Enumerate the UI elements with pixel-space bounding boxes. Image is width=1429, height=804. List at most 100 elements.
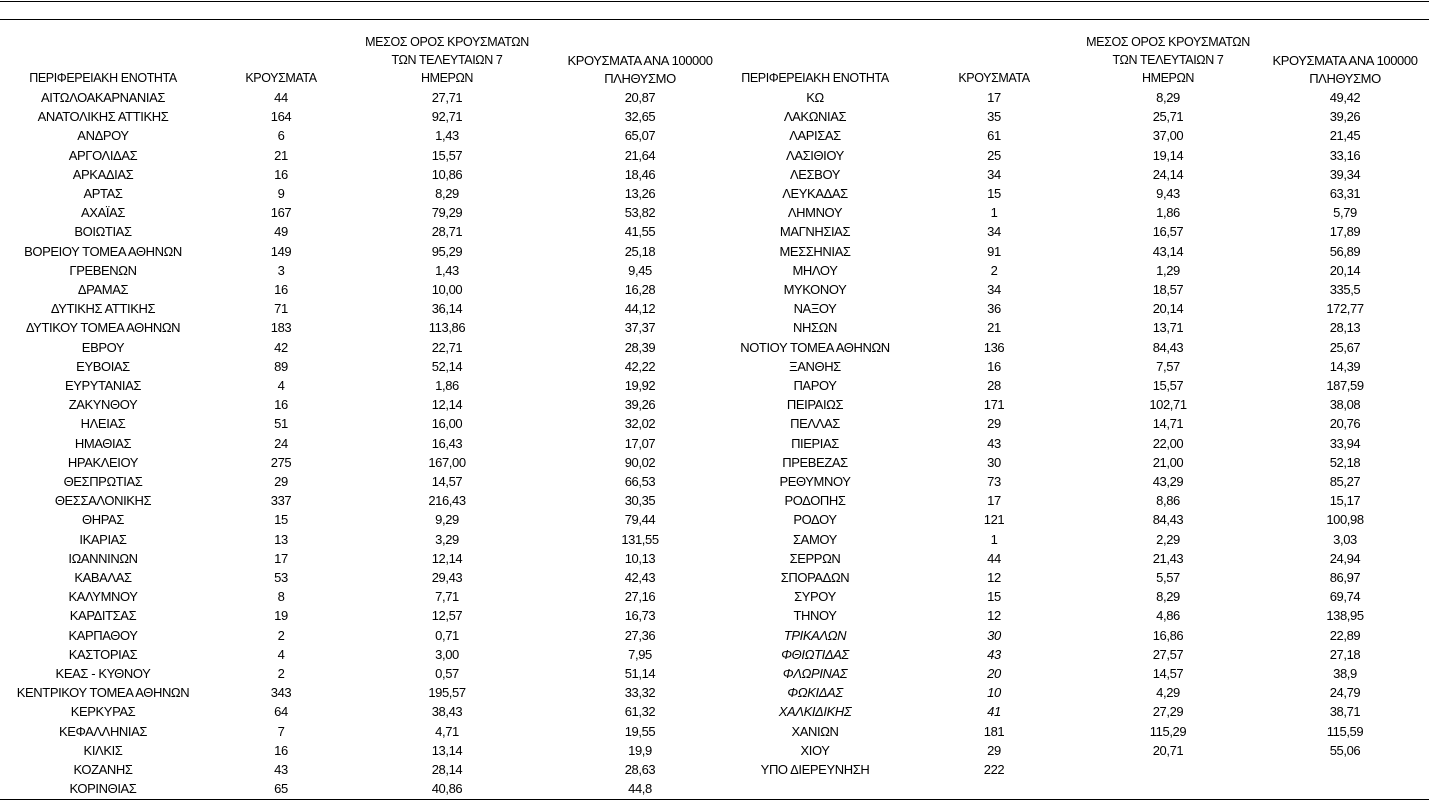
- cases-value: 6: [277, 128, 285, 144]
- avg7-value: 20,71: [1152, 742, 1184, 758]
- cases-value: 30: [987, 627, 1001, 643]
- per100k-value: 19,55: [624, 723, 656, 739]
- cases-value: 10: [987, 685, 1001, 701]
- bottom-rule: [0, 799, 1429, 800]
- per100k-value: 28,13: [1329, 320, 1361, 336]
- per100k-value: 20,76: [1329, 416, 1361, 432]
- avg7-value: 7,57: [1156, 358, 1180, 374]
- region-name: ΔΥΤΙΚΟΥ ΤΟΜΕΑ ΑΘΗΝΩΝ: [25, 320, 181, 336]
- per100k-value: 66,53: [624, 474, 656, 489]
- region-name: ΛΑΣΙΘΙΟΥ: [786, 147, 844, 163]
- avg7-value: 36,14: [431, 301, 463, 317]
- region-name: ΔΡΑΜΑΣ: [77, 282, 129, 297]
- avg7-value: 38,43: [431, 704, 463, 720]
- per100k-value: 28,39: [624, 339, 656, 355]
- cases-value: 16: [274, 282, 288, 297]
- per100k-value: 39,26: [1329, 109, 1361, 125]
- region-name: ΒΟΡΕΙΟΥ ΤΟΜΕΑ ΑΘΗΝΩΝ: [24, 243, 182, 259]
- avg7-value: 43,29: [1152, 474, 1184, 489]
- avg7-value: 27,57: [1152, 646, 1184, 662]
- region-name: ΜΗΛΟΥ: [792, 262, 838, 278]
- avg7-value: 37,00: [1152, 128, 1184, 144]
- avg7-value: 113,86: [428, 320, 466, 336]
- per100k-value: 27,36: [624, 627, 656, 643]
- per100k-value: 18,46: [624, 166, 656, 182]
- per100k-value: 138,95: [1326, 608, 1364, 624]
- per100k-value: 90,02: [624, 454, 656, 470]
- cases-value: 16: [274, 742, 288, 758]
- avg7-value: 8,29: [435, 186, 459, 201]
- cases-value: 29: [987, 416, 1001, 432]
- avg7-value: 92,71: [431, 109, 463, 125]
- region-name: ΡΟΔΟΥ: [793, 512, 837, 528]
- avg7-value: 1,43: [435, 128, 459, 144]
- per100k-value: 33,16: [1329, 147, 1361, 163]
- per100k-value: 19,9: [628, 742, 652, 758]
- avg7-value: 15,57: [1152, 378, 1184, 393]
- per100k-value: 52,18: [1329, 454, 1361, 470]
- per100k-value: 65,07: [624, 128, 656, 144]
- region-name: ΘΗΡΑΣ: [82, 512, 124, 528]
- cases-value: 29: [987, 742, 1001, 758]
- avg7-value: 9,43: [1156, 186, 1180, 201]
- region-name: ΘΕΣΠΡΩΤΙΑΣ: [63, 474, 143, 489]
- region-name: ΚΑΡΔΙΤΣΑΣ: [69, 608, 137, 624]
- region-name: ΛΕΥΚΑΔΑΣ: [782, 186, 848, 201]
- avg7-value: 15,57: [431, 147, 463, 163]
- cases-value: 13: [274, 531, 288, 547]
- region-name: ΙΩΑΝΝΙΝΩΝ: [68, 550, 138, 566]
- region-name: ΠΑΡΟΥ: [793, 378, 837, 393]
- header-avg7-left-3: ΗΜΕΡΩΝ: [420, 71, 474, 85]
- cases-value: 65: [274, 781, 288, 797]
- avg7-value: 20,14: [1152, 301, 1184, 317]
- cases-value: 183: [270, 320, 292, 336]
- avg7-value: 3,29: [435, 531, 459, 547]
- per100k-value: 51,14: [624, 666, 656, 681]
- cases-value: 25: [987, 147, 1001, 163]
- avg7-value: 9,29: [435, 512, 459, 528]
- per100k-value: 100,98: [1326, 512, 1364, 528]
- per100k-value: 24,79: [1329, 685, 1361, 701]
- cases-value: 34: [987, 166, 1001, 182]
- region-name: ΝΗΣΩΝ: [793, 320, 837, 336]
- avg7-value: 2,29: [1156, 531, 1180, 547]
- cases-value: 29: [274, 474, 288, 489]
- per100k-value: 63,31: [1329, 186, 1361, 201]
- avg7-value: 8,29: [1156, 90, 1180, 105]
- region-name: ΑΡΤΑΣ: [83, 186, 123, 201]
- cases-value: 53: [274, 570, 288, 585]
- region-name: ΥΠΟ ΔΙΕΡΕΥΝΗΣΗ: [760, 762, 870, 777]
- region-name: ΜΥΚΟΝΟΥ: [783, 282, 847, 297]
- avg7-value: 10,86: [431, 166, 463, 182]
- avg7-value: 5,57: [1156, 570, 1180, 585]
- avg7-value: 8,86: [1156, 493, 1180, 509]
- per100k-value: 15,17: [1329, 493, 1361, 509]
- cases-value: 36: [987, 301, 1001, 317]
- avg7-value: 16,57: [1152, 224, 1184, 240]
- per100k-value: 14,39: [1329, 358, 1361, 374]
- avg7-value: 1,29: [1156, 262, 1180, 278]
- cases-value: 2: [990, 262, 998, 278]
- header-avg7-left-1: ΜΕΣΟΣ ΟΡΟΣ ΚΡΟΥΣΜΑΤΩΝ: [365, 35, 529, 49]
- cases-value: 1: [990, 531, 998, 547]
- region-name: ΗΛΕΙΑΣ: [80, 416, 126, 432]
- cases-value: 15: [987, 589, 1001, 605]
- region-name: ΕΒΡΟΥ: [81, 339, 125, 355]
- per100k-value: 44,8: [628, 781, 652, 797]
- cases-value: 15: [274, 512, 288, 528]
- avg7-value: 22,00: [1152, 435, 1184, 451]
- top-rule: [0, 1, 1429, 2]
- region-name: ΚΙΛΚΙΣ: [83, 742, 123, 758]
- cases-value: 17: [987, 90, 1001, 105]
- region-name: ΠΕΙΡΑΙΩΣ: [786, 397, 844, 413]
- avg7-value: 1,43: [435, 262, 459, 278]
- per100k-value: 21,64: [624, 147, 656, 163]
- region-name: ΑΡΓΟΛΙΔΑΣ: [68, 147, 138, 163]
- cases-value: 4: [277, 646, 285, 662]
- cases-value: 181: [983, 723, 1005, 739]
- per100k-value: 38,9: [1333, 666, 1357, 681]
- region-name: ΠΕΛΛΑΣ: [790, 416, 840, 432]
- region-name: ΚΕΡΚΥΡΑΣ: [70, 704, 136, 720]
- avg7-value: 10,00: [431, 282, 463, 297]
- avg7-value: 12,57: [431, 608, 463, 624]
